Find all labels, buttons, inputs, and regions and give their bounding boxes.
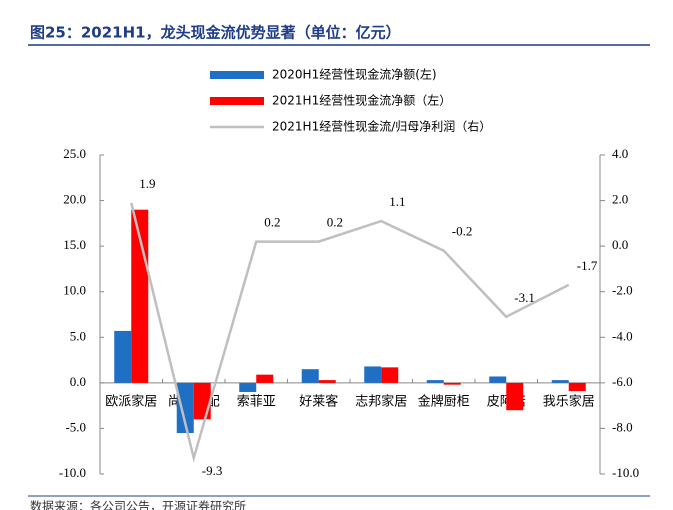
bar (114, 330, 132, 383)
source-note: 数据来源：各公司公告，开源证券研究所 (30, 499, 246, 510)
bar (193, 382, 211, 420)
bar (364, 366, 382, 383)
y2-tick-label: 2.0 (612, 192, 628, 207)
y2-tick-label: 4.0 (612, 146, 628, 161)
legend-swatch (210, 97, 264, 105)
legend-label: 2020H1经营性现金流净额(左) (272, 67, 437, 82)
y-tick-label: 20.0 (63, 192, 86, 207)
chart-title: 图25：2021H1，龙头现金流优势显著（单位：亿元） (30, 24, 401, 42)
data-label: -0.2 (452, 224, 473, 239)
legend-label: 2021H1经营性现金流净额（左） (272, 93, 451, 108)
bar (489, 376, 507, 383)
y-tick-label: -10.0 (59, 465, 86, 480)
bar (443, 382, 461, 385)
y2-tick-label: -10.0 (612, 465, 639, 480)
y2-tick-label: -2.0 (612, 283, 633, 298)
y-tick-label: 15.0 (63, 237, 86, 252)
legend-label: 2021H1经营性现金流/归母净利润（右） (272, 119, 491, 134)
bar (176, 382, 194, 433)
y-tick-label: 25.0 (63, 146, 86, 161)
y-tick-label: 5.0 (70, 328, 86, 343)
bar (381, 367, 399, 383)
data-label: 0.2 (264, 215, 280, 230)
x-tick-label: 索菲亚 (237, 394, 276, 409)
bar (506, 382, 524, 411)
x-tick-label: 金牌厨柜 (418, 393, 470, 409)
bar (551, 380, 569, 383)
data-label: -9.3 (202, 463, 223, 478)
y2-tick-label: -8.0 (612, 419, 633, 434)
x-tick-label: 志邦家居 (355, 393, 407, 409)
bar (568, 382, 586, 392)
x-tick-label: 我乐家居 (543, 393, 595, 409)
line (130, 202, 570, 463)
y2-tick-label: -4.0 (612, 328, 633, 343)
data-label: -1.7 (577, 258, 598, 273)
y2-tick-label: -6.0 (612, 374, 633, 389)
x-tick-label: 好莱客 (299, 393, 338, 409)
bar (318, 380, 336, 383)
y-tick-label: 0.0 (70, 374, 86, 389)
bar (301, 369, 319, 383)
data-label: 1.1 (389, 194, 405, 209)
data-label: -3.1 (514, 290, 535, 305)
data-label: 0.2 (327, 215, 343, 230)
legend-swatch (210, 71, 264, 79)
bar (239, 382, 257, 392)
bar (256, 374, 274, 383)
x-tick-label: 欧派家居 (105, 393, 157, 409)
y-tick-label: 10.0 (63, 283, 86, 298)
bar (426, 380, 444, 383)
data-label: 1.9 (139, 176, 155, 191)
y2-tick-label: 0.0 (612, 237, 628, 252)
y-tick-label: -5.0 (65, 419, 86, 434)
